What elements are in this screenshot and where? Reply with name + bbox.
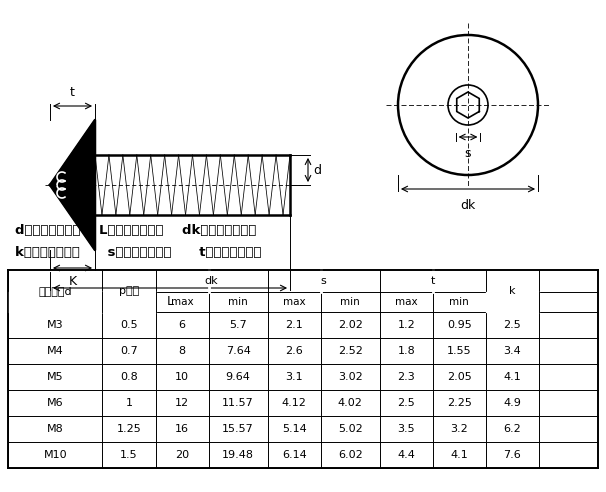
- Text: 0.95: 0.95: [447, 320, 471, 330]
- Text: 4.12: 4.12: [282, 398, 307, 408]
- Text: max: max: [283, 297, 305, 307]
- Text: k：代表头部厚度      s：代表六角对边      t：代表六角深度: k：代表头部厚度 s：代表六角对边 t：代表六角深度: [15, 246, 262, 259]
- Text: min: min: [341, 297, 360, 307]
- Polygon shape: [50, 120, 95, 250]
- Text: M3: M3: [47, 320, 64, 330]
- Text: 5.02: 5.02: [338, 424, 362, 434]
- Text: 1.55: 1.55: [447, 346, 471, 356]
- Text: 3.1: 3.1: [285, 372, 303, 382]
- Text: 6.2: 6.2: [504, 424, 521, 434]
- Text: 19.48: 19.48: [222, 450, 254, 460]
- Text: 公称直径d: 公称直径d: [38, 286, 72, 296]
- Text: M8: M8: [47, 424, 64, 434]
- Text: K: K: [68, 275, 76, 288]
- Text: 4.4: 4.4: [398, 450, 415, 460]
- Text: 5.7: 5.7: [229, 320, 247, 330]
- Text: 8: 8: [179, 346, 185, 356]
- Text: 10: 10: [175, 372, 189, 382]
- Text: 2.05: 2.05: [447, 372, 471, 382]
- Text: p螺距: p螺距: [119, 286, 139, 296]
- Text: min: min: [228, 297, 248, 307]
- Text: 1.8: 1.8: [398, 346, 415, 356]
- Text: 9.64: 9.64: [225, 372, 250, 382]
- Text: M4: M4: [47, 346, 64, 356]
- Text: M5: M5: [47, 372, 64, 382]
- Text: 6.02: 6.02: [338, 450, 362, 460]
- Polygon shape: [95, 155, 290, 215]
- Text: 5.14: 5.14: [282, 424, 307, 434]
- Text: 15.57: 15.57: [222, 424, 254, 434]
- Text: 0.5: 0.5: [120, 320, 138, 330]
- Text: t: t: [70, 86, 75, 99]
- Text: dk: dk: [461, 199, 476, 212]
- Text: d：代表螺纹直径    L：代表螺丝长度    dk：代表头部直径: d：代表螺纹直径 L：代表螺丝长度 dk：代表头部直径: [15, 223, 256, 237]
- Text: 0.8: 0.8: [120, 372, 138, 382]
- Text: 2.52: 2.52: [338, 346, 362, 356]
- Text: 4.1: 4.1: [504, 372, 521, 382]
- Polygon shape: [8, 292, 102, 312]
- Text: 3.5: 3.5: [398, 424, 415, 434]
- Text: 6.14: 6.14: [282, 450, 307, 460]
- Text: 2.25: 2.25: [447, 398, 472, 408]
- Text: 1.5: 1.5: [120, 450, 138, 460]
- Text: 4.1: 4.1: [450, 450, 468, 460]
- Text: 2.5: 2.5: [398, 398, 415, 408]
- Text: 2.6: 2.6: [285, 346, 303, 356]
- Text: 1.2: 1.2: [398, 320, 415, 330]
- Text: M6: M6: [47, 398, 64, 408]
- Polygon shape: [102, 292, 156, 312]
- Text: 2.5: 2.5: [504, 320, 521, 330]
- Text: 2.02: 2.02: [338, 320, 362, 330]
- Text: d: d: [313, 163, 321, 177]
- Text: 16: 16: [175, 424, 189, 434]
- Text: 1: 1: [125, 398, 133, 408]
- Text: M10: M10: [44, 450, 67, 460]
- Text: dk: dk: [205, 276, 218, 286]
- Text: 3.4: 3.4: [504, 346, 521, 356]
- Text: max: max: [171, 297, 193, 307]
- Text: 4.02: 4.02: [338, 398, 362, 408]
- Text: 2.1: 2.1: [285, 320, 303, 330]
- Text: 3.2: 3.2: [450, 424, 468, 434]
- Text: 0.7: 0.7: [120, 346, 138, 356]
- Text: min: min: [450, 297, 469, 307]
- Text: 1.25: 1.25: [116, 424, 141, 434]
- Text: s: s: [465, 147, 471, 160]
- Text: 20: 20: [175, 450, 189, 460]
- Text: s: s: [321, 276, 327, 286]
- Text: 2.3: 2.3: [398, 372, 415, 382]
- Text: 11.57: 11.57: [222, 398, 254, 408]
- Text: 12: 12: [175, 398, 189, 408]
- Text: k: k: [509, 286, 516, 296]
- Text: 7.64: 7.64: [225, 346, 250, 356]
- Text: max: max: [395, 297, 418, 307]
- Text: 4.9: 4.9: [504, 398, 521, 408]
- Text: L: L: [167, 295, 173, 308]
- Text: 7.6: 7.6: [504, 450, 521, 460]
- Text: 6: 6: [179, 320, 185, 330]
- Polygon shape: [486, 292, 539, 312]
- Text: t: t: [431, 276, 435, 286]
- Text: 3.02: 3.02: [338, 372, 362, 382]
